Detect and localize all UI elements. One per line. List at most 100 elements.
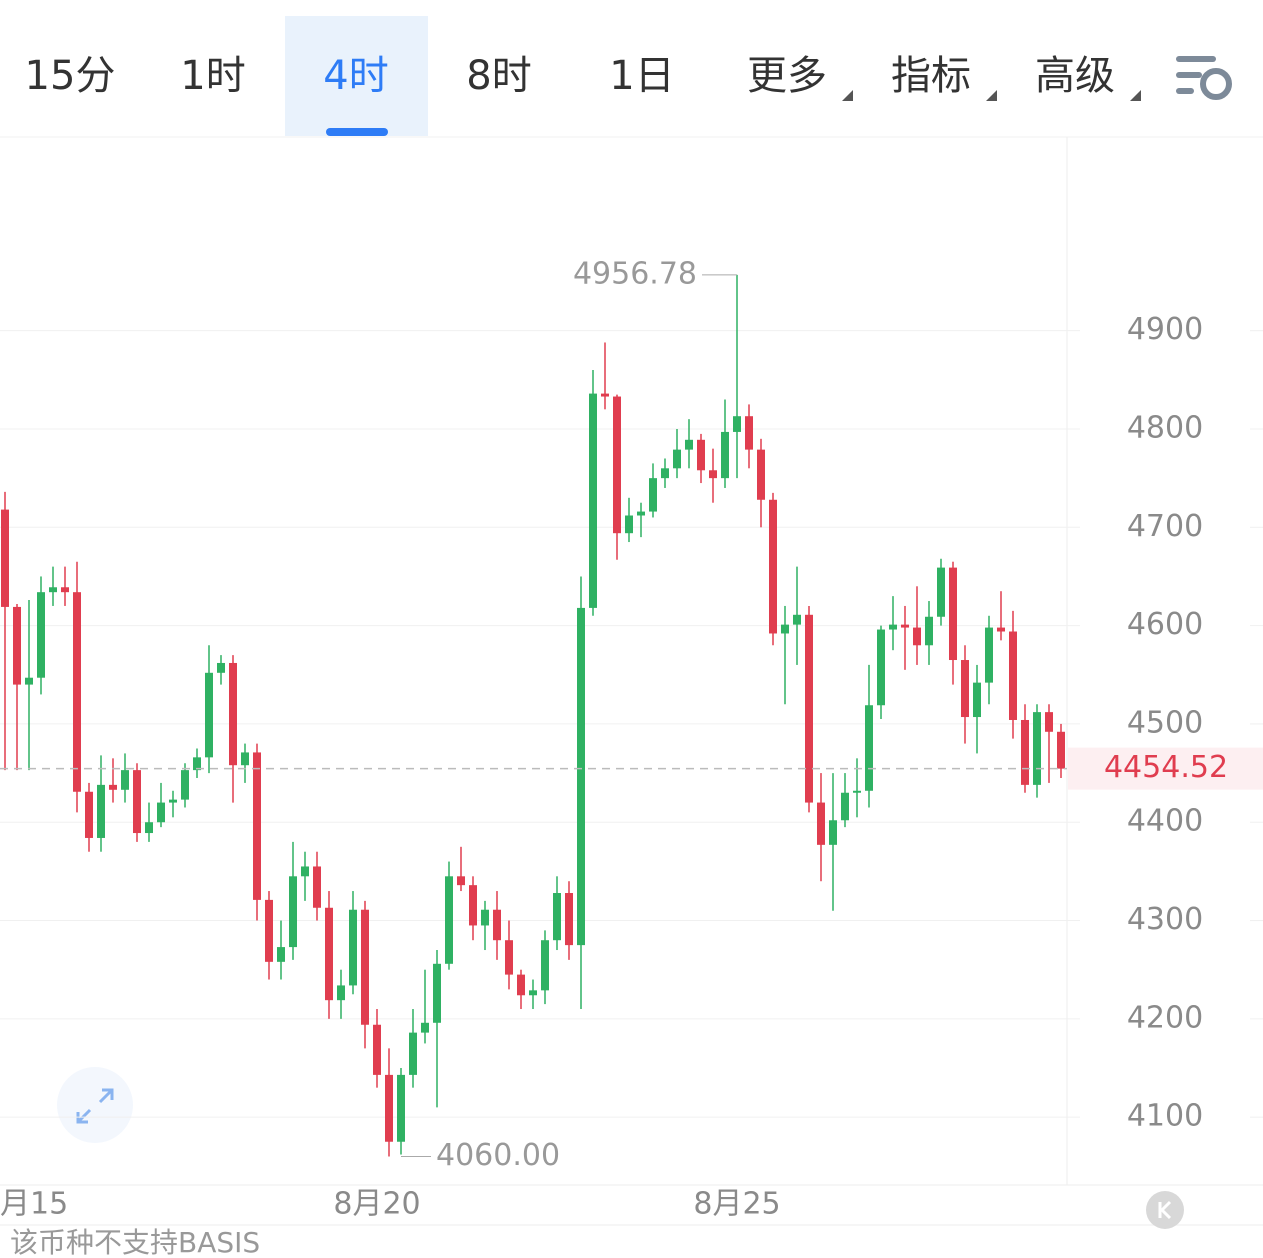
candle-body (769, 499, 777, 634)
candle-body (505, 940, 513, 975)
candle-body (337, 985, 345, 1001)
candle-body (445, 876, 453, 964)
tab[interactable]: 4时 (323, 53, 388, 99)
tab[interactable]: 指标 (891, 53, 971, 99)
candle-body (253, 752, 261, 900)
candle-body (889, 624, 897, 630)
candle-body (37, 592, 45, 678)
candle-body (913, 627, 921, 646)
candle-body (901, 624, 909, 628)
candle-body (469, 885, 477, 926)
candle-body (661, 468, 669, 479)
candle-body (517, 974, 525, 996)
x-tick-label: 8月20 (333, 1187, 420, 1222)
candle-body (457, 876, 465, 886)
candle-body (1045, 712, 1053, 732)
candle-body (433, 963, 441, 1023)
candle-body (697, 439, 705, 471)
candle-body (133, 770, 141, 834)
candle-body (325, 907, 333, 1001)
candle-body (73, 592, 81, 792)
candle-body (145, 822, 153, 834)
icon-bar (1176, 72, 1202, 78)
candle-body (733, 416, 741, 432)
candle-body (25, 677, 33, 685)
candle-body (385, 1074, 393, 1142)
candle-body (937, 567, 945, 617)
expand-icon (76, 1088, 114, 1124)
candle-body (865, 705, 873, 791)
dropdown-caret (842, 90, 853, 101)
tab[interactable]: 1时 (180, 53, 245, 99)
expand-bg (57, 1067, 133, 1143)
candle-body (373, 1024, 381, 1075)
candle-body (421, 1022, 429, 1033)
tab[interactable]: 15分 (25, 53, 116, 99)
scroll-latest-button[interactable] (1146, 1191, 1184, 1229)
last-price-box (1068, 747, 1263, 790)
candle-body (121, 770, 129, 790)
candle-body (685, 439, 693, 450)
y-tick-label: 4500 (1127, 705, 1203, 740)
candle-body (181, 770, 189, 800)
y-tick-label: 4300 (1127, 902, 1203, 937)
candle-body (925, 616, 933, 646)
candle-body (565, 893, 573, 946)
active-tab-bg (285, 16, 428, 136)
candle-body (289, 876, 297, 948)
candle-body (949, 567, 957, 661)
tab[interactable]: 更多 (747, 53, 827, 99)
expand-button[interactable] (57, 1067, 133, 1143)
tab[interactable]: 高级 (1035, 53, 1115, 99)
candle-body (1033, 712, 1041, 785)
candle-body (625, 515, 633, 534)
candle-body (1, 509, 9, 607)
candle-body (745, 416, 753, 450)
y-tick-label: 4400 (1127, 804, 1203, 839)
x-tick-label: 8月25 (693, 1187, 780, 1222)
candle-body (1009, 631, 1017, 720)
dropdown-caret (1130, 90, 1141, 101)
candle-body (649, 478, 657, 512)
candle-body (97, 784, 105, 838)
candle-body (241, 752, 249, 766)
candle-body (265, 899, 273, 962)
candle-body (397, 1074, 405, 1142)
min-label: 4060.00 (436, 1138, 560, 1173)
candle-body (709, 470, 717, 479)
candle-body (205, 672, 213, 758)
tab[interactable]: 1日 (609, 53, 674, 99)
candle-body (13, 606, 21, 685)
candle-body (637, 511, 645, 516)
candle-body (193, 757, 201, 771)
candle-body (553, 893, 561, 941)
candle-body (781, 624, 789, 634)
active-tab-indicator (326, 128, 388, 136)
y-tick-label: 4100 (1127, 1099, 1203, 1134)
candle-body (577, 607, 585, 946)
candle-body (313, 866, 321, 908)
latest-bg (1146, 1191, 1184, 1229)
candle-body (49, 587, 57, 593)
tab[interactable]: 8时 (466, 53, 531, 99)
footer-note: 该币种不支持BASIS (10, 1226, 260, 1258)
candle-body (349, 909, 357, 986)
candle-body (61, 587, 69, 593)
candle-body (481, 909, 489, 926)
candle-body (361, 909, 369, 1025)
candle-body (817, 802, 825, 845)
candle-body (973, 682, 981, 718)
candle-body (985, 627, 993, 683)
candle-body (409, 1032, 417, 1075)
last-price-label: 4454.52 (1104, 750, 1228, 785)
x-tick-label: 月15 (0, 1187, 68, 1222)
candle-body (541, 940, 549, 991)
candle-body (997, 627, 1005, 632)
candle-body (829, 820, 837, 845)
settings-icon[interactable] (1176, 56, 1232, 100)
candle-body (277, 947, 285, 962)
candle-body (229, 662, 237, 766)
candle-body (841, 792, 849, 821)
